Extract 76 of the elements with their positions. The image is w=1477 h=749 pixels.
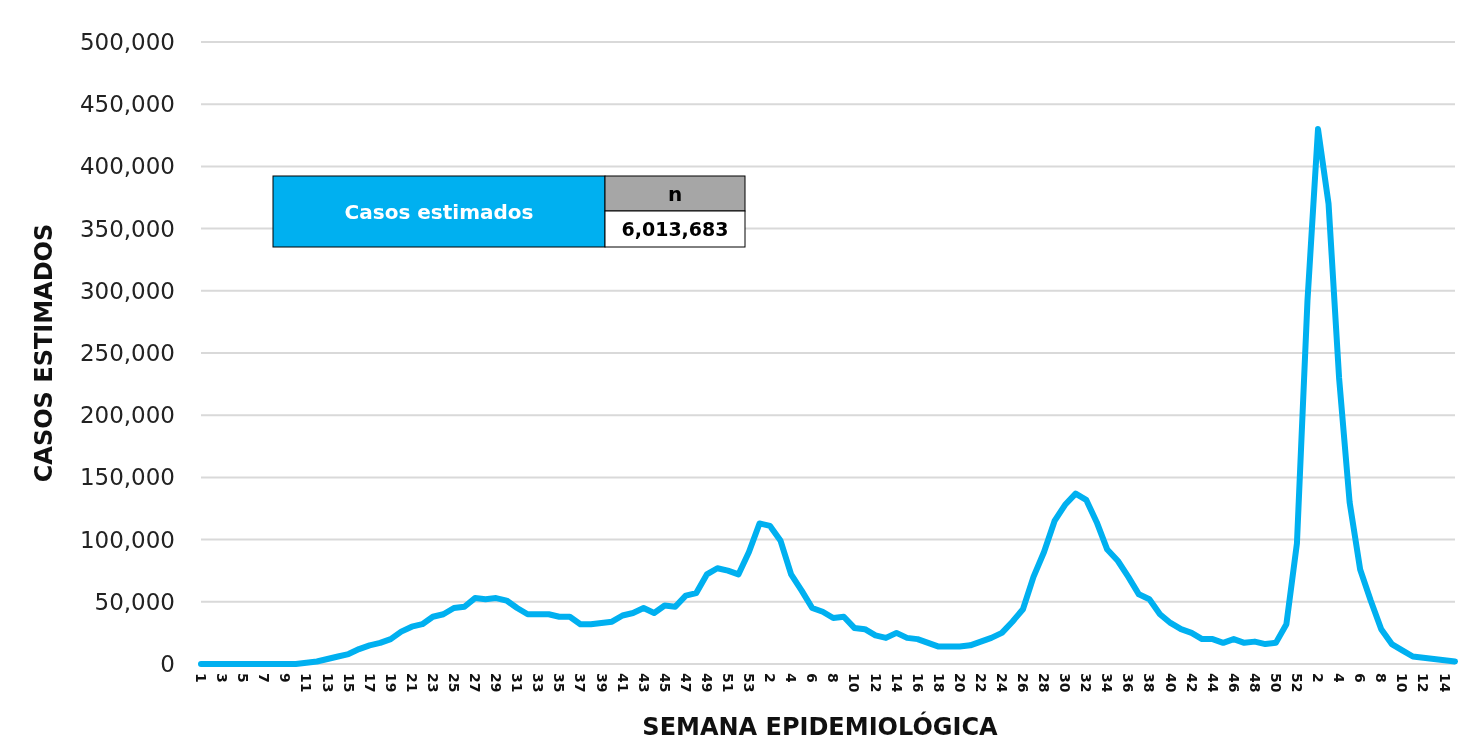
x-tick-label: 27 <box>467 673 484 693</box>
x-tick-label: 6 <box>1352 673 1369 683</box>
x-tick-label: 5 <box>235 673 252 683</box>
y-tick-label: 100,000 <box>79 526 175 553</box>
y-tick-label: 300,000 <box>79 277 175 304</box>
x-tick-label: 51 <box>719 673 736 693</box>
x-tick-label: 11 <box>298 673 315 693</box>
x-tick-label: 36 <box>1120 673 1137 693</box>
y-tick-label: 400,000 <box>79 153 175 180</box>
y-tick-label: 500,000 <box>79 29 175 56</box>
y-tick-label: 450,000 <box>79 91 175 118</box>
x-tick-label: 16 <box>909 673 926 693</box>
x-tick-label: 47 <box>677 673 694 693</box>
x-tick-label: 10 <box>1394 673 1411 693</box>
x-tick-label: 12 <box>1415 673 1432 693</box>
x-tick-label: 2 <box>1310 673 1327 683</box>
x-tick-label: 42 <box>1183 673 1200 693</box>
x-tick-label: 23 <box>424 673 441 693</box>
x-tick-label: 15 <box>340 673 357 693</box>
x-tick-label: 45 <box>656 673 673 693</box>
x-tick-label: 21 <box>403 673 420 693</box>
x-tick-label: 39 <box>593 673 610 693</box>
x-tick-label: 48 <box>1246 673 1263 693</box>
y-tick-label: 350,000 <box>79 215 175 242</box>
y-tick-label: 50,000 <box>94 588 175 615</box>
x-tick-label: 43 <box>635 673 652 693</box>
x-tick-label: 12 <box>867 673 884 693</box>
x-tick-label: 34 <box>1099 673 1116 693</box>
x-tick-label: 3 <box>214 673 231 683</box>
x-tick-label: 28 <box>1036 673 1053 693</box>
annotation: 6,013,683 <box>621 217 729 240</box>
y-tick-label: 250,000 <box>79 340 175 367</box>
x-tick-label: 18 <box>930 673 947 693</box>
x-tick-label: 17 <box>361 673 378 693</box>
x-tick-label: 50 <box>1267 673 1284 693</box>
x-tick-label: 40 <box>1162 673 1179 693</box>
x-tick-label: 31 <box>509 673 526 693</box>
x-axis-title: SEMANA EPIDEMIOLÓGICA <box>642 711 999 741</box>
x-tick-label: 30 <box>1057 673 1074 693</box>
x-tick-label: 19 <box>382 673 399 693</box>
x-tick-label: 41 <box>614 673 631 693</box>
x-tick-label: 32 <box>1078 673 1095 693</box>
x-tick-label: 6 <box>804 673 821 683</box>
x-tick-label: 9 <box>277 673 294 683</box>
x-tick-label: 4 <box>783 673 800 683</box>
x-tick-label: 38 <box>1141 673 1158 693</box>
x-tick-label: 8 <box>825 673 842 683</box>
y-tick-label: 0 <box>160 651 175 678</box>
x-tick-label: 33 <box>530 673 547 693</box>
x-tick-label: 1 <box>193 673 210 683</box>
x-tick-label: 26 <box>1015 673 1032 693</box>
x-tick-label: 2 <box>762 673 779 683</box>
x-tick-label: 44 <box>1204 673 1221 693</box>
x-tick-label: 22 <box>972 673 989 693</box>
x-tick-label: 7 <box>256 673 273 683</box>
x-tick-label: 49 <box>698 673 715 693</box>
x-tick-label: 4 <box>1331 673 1348 683</box>
y-tick-label: 200,000 <box>79 402 175 429</box>
x-tick-label: 20 <box>951 673 968 693</box>
x-tick-label: 25 <box>446 673 463 693</box>
x-tick-label: 35 <box>551 673 568 693</box>
annotation: Casos estimados <box>344 199 534 224</box>
x-tick-label: 13 <box>319 673 336 693</box>
x-tick-label: 52 <box>1289 673 1306 693</box>
x-tick-label: 24 <box>993 673 1010 693</box>
x-tick-label: 46 <box>1225 673 1242 693</box>
y-axis-title: CASOS ESTIMADOS <box>30 223 58 483</box>
x-tick-label: 10 <box>846 673 863 693</box>
x-tick-label: 14 <box>1436 673 1453 693</box>
x-tick-label: 8 <box>1373 673 1390 683</box>
x-tick-label: 37 <box>572 673 589 693</box>
annotation: n <box>667 181 683 206</box>
x-tick-label: 29 <box>488 673 505 693</box>
x-tick-label: 14 <box>888 673 905 693</box>
x-tick-label: 53 <box>741 673 758 693</box>
y-tick-label: 150,000 <box>79 464 175 491</box>
